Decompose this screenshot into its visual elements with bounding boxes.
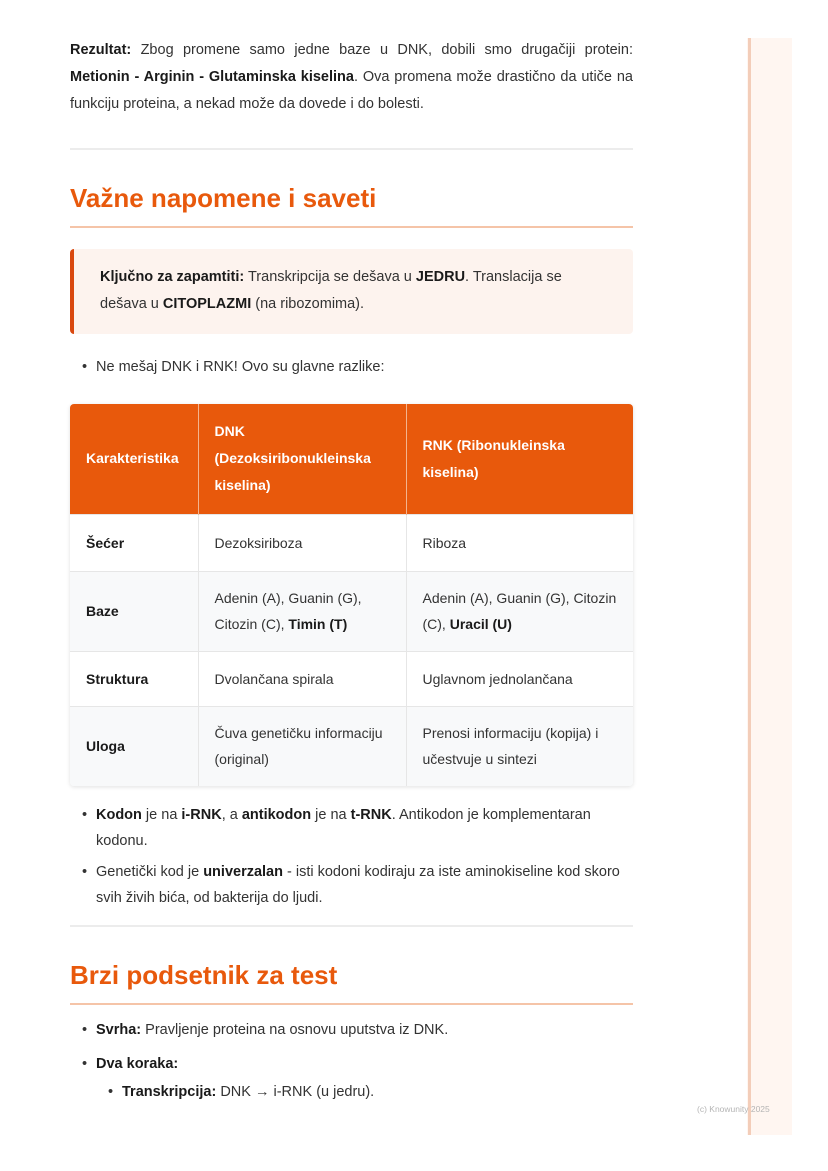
protein-sequence: Metionin - Arginin - Glutaminska kiselin… xyxy=(70,69,354,85)
text: Timin (T) xyxy=(288,616,348,632)
cell: Dezoksiriboza xyxy=(198,513,407,571)
text: Zbog promene samo jedne baze u DNK, dobi… xyxy=(131,42,633,58)
table-row: Šećer Dezoksiriboza Riboza xyxy=(70,513,633,571)
cell: Uloga xyxy=(70,705,199,786)
result-paragraph: Rezultat: Zbog promene samo jedne baze u… xyxy=(70,37,633,118)
text: Kodon xyxy=(96,807,142,823)
table-row: Struktura Dvolančana spirala Uglavnom je… xyxy=(70,650,633,706)
cell: Baze xyxy=(70,570,199,651)
header-cell: RNK (Ribonukleinska kiselina) xyxy=(406,404,633,514)
table-row: Uloga Čuva genetičku informaciju (origin… xyxy=(70,705,633,786)
text: DNK → i-RNK (u jedru). xyxy=(216,1084,375,1100)
text: . Antikodon je komplementaran kodonu. xyxy=(96,807,591,849)
text: Dva koraka: xyxy=(96,1056,179,1072)
cell: Riboza xyxy=(406,513,633,571)
text: - isti kodoni kodiraju za iste aminokise… xyxy=(96,864,620,906)
list-item: Svrha: Pravljenje proteina na osnovu upu… xyxy=(82,1017,633,1043)
intro-list: Ne mešaj DNK i RNK! Ovo su glavne razlik… xyxy=(70,354,633,380)
result-label: Rezultat: xyxy=(70,42,132,58)
cell: Dvolančana spirala xyxy=(198,650,407,706)
text: antikodon xyxy=(241,807,312,823)
table-row: Baze Adenin (A), Guanin (G), Citozin (C)… xyxy=(70,570,633,651)
text: Adenin (A), Guanin (G), Citozin (C), xyxy=(214,590,362,632)
summary-list: Svrha: Pravljenje proteina na osnovu upu… xyxy=(70,1017,633,1105)
cell: Čuva genetičku informaciju (original) xyxy=(198,705,407,786)
copyright: (c) Knowunity 2025 xyxy=(697,1104,770,1114)
text: JEDRU xyxy=(415,269,466,285)
list-item: Ne mešaj DNK i RNK! Ovo su glavne razlik… xyxy=(82,354,633,380)
document-content: Rezultat: Zbog promene samo jedne baze u… xyxy=(70,37,633,1113)
list-item: Kodon je na i-RNK, a antikodon je na t-R… xyxy=(82,802,633,854)
text: Adenin (A), Guanin (G), Citozin (C), xyxy=(422,590,617,632)
cell: Šećer xyxy=(70,513,199,571)
list-item: Transkripcija: DNK → i-RNK (u jedru). xyxy=(108,1079,633,1105)
key-callout: Ključno za zapamtiti: Transkripcija se d… xyxy=(70,249,633,334)
text: t-RNK xyxy=(350,807,392,823)
text: Svrha: xyxy=(96,1022,142,1038)
text: je na xyxy=(311,807,351,823)
divider xyxy=(70,925,633,927)
text: je na xyxy=(141,807,182,823)
callout-label: Ključno za zapamtiti: xyxy=(100,269,245,285)
table-header-row: Karakteristika DNK (Dezoksiribonukleinsk… xyxy=(70,404,633,514)
text: , a xyxy=(221,807,242,823)
text: . Ova promena može drastično da utiče na… xyxy=(70,69,633,112)
text: Uracil (U) xyxy=(449,616,512,632)
cell: Prenosi informaciju (kopija) i učestvuje… xyxy=(406,705,633,786)
header-cell: Karakteristika xyxy=(70,404,199,514)
margin-line xyxy=(748,38,751,1135)
section-title: Brzi podsetnik za test xyxy=(70,927,633,1005)
text: . Translacija se dešava u xyxy=(100,269,562,312)
side-margin-strip xyxy=(747,38,792,1135)
header-cell: DNK (Dezoksiribonukleinska kiselina) xyxy=(198,404,407,514)
text: Genetički kod je xyxy=(96,864,204,880)
cell: Adenin (A), Guanin (G), Citozin (C), Tim… xyxy=(198,570,407,651)
section-title: Važne napomene i saveti xyxy=(70,150,633,228)
text: i-RNK xyxy=(181,807,222,823)
text: CITOPLAZMI xyxy=(162,296,252,312)
cell: Struktura xyxy=(70,650,199,706)
divider xyxy=(70,148,633,150)
cell: Adenin (A), Guanin (G), Citozin (C), Ura… xyxy=(406,570,633,651)
text: Transkripcija: xyxy=(122,1084,217,1100)
text: (na ribozomima). xyxy=(251,296,365,312)
text: univerzalan xyxy=(203,864,283,880)
list-item: Genetički kod je univerzalan - isti kodo… xyxy=(82,859,633,911)
cell: Uglavnom jednolančana xyxy=(406,650,633,706)
list-item: Dva koraka: Transkripcija: DNK → i-RNK (… xyxy=(82,1051,633,1105)
text: Pravljenje proteina na osnovu uputstva i… xyxy=(141,1022,449,1038)
comparison-table: Karakteristika DNK (Dezoksiribonukleinsk… xyxy=(70,404,633,786)
text: Transkripcija se dešava u xyxy=(244,269,416,285)
nested-list: Transkripcija: DNK → i-RNK (u jedru). xyxy=(96,1079,633,1105)
notes-list: Kodon je na i-RNK, a antikodon je na t-R… xyxy=(70,802,633,911)
